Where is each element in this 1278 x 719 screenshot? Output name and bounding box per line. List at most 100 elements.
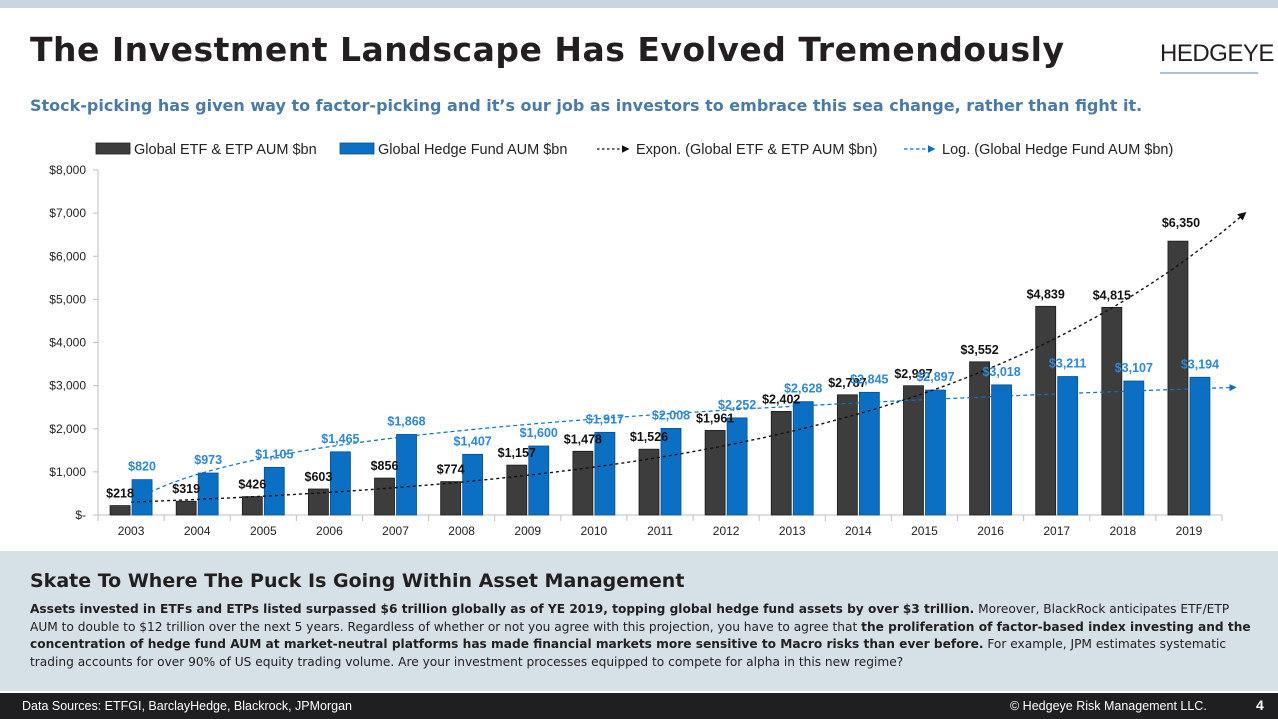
data-label-hf: $1,465 — [321, 432, 359, 446]
bar-etf — [440, 481, 462, 516]
bar-hf — [726, 417, 748, 516]
bar-hf — [263, 466, 285, 516]
panel-bold-1: Assets invested in ETFs and ETPs listed … — [30, 602, 975, 616]
legend-label-etf: Global ETF & ETP AUM $bn — [134, 142, 317, 158]
top-strip — [0, 0, 1278, 8]
legend-label-log: Log. (Global Hedge Fund AUM $bn) — [942, 142, 1173, 158]
data-label-hf: $1,868 — [387, 414, 425, 428]
x-tick-label: 2015 — [911, 524, 938, 538]
x-tick-label: 2012 — [713, 524, 740, 538]
data-label-hf: $820 — [128, 460, 156, 474]
x-tick-label: 2007 — [382, 524, 409, 538]
bar-etf — [241, 496, 263, 516]
bar-hf — [462, 453, 484, 516]
data-label-hf: $2,008 — [652, 408, 690, 422]
bar-hf — [131, 479, 153, 516]
bar-etf — [704, 430, 726, 516]
x-tick-label: 2005 — [250, 524, 277, 538]
data-label-etf: $603 — [305, 470, 333, 484]
legend-label-hf: Global Hedge Fund AUM $bn — [378, 142, 567, 158]
commentary-panel — [0, 551, 1278, 691]
bar-hf — [925, 389, 946, 516]
data-label-hf: $2,897 — [916, 370, 954, 384]
footer-sources: Data Sources: ETFGI, BarclayHedge, Black… — [22, 699, 352, 713]
data-label-hf: $3,018 — [982, 365, 1020, 379]
x-tick-label: 2006 — [316, 524, 343, 538]
bar-hf — [660, 428, 682, 516]
y-tick-label: $2,000 — [49, 422, 86, 436]
bar-etf — [308, 488, 329, 516]
x-tick-label: 2014 — [845, 524, 872, 538]
y-tick-label: $8,000 — [49, 163, 86, 177]
bar-etf — [770, 411, 792, 516]
bar-etf — [572, 450, 594, 516]
panel-heading: Skate To Where The Puck Is Going Within … — [30, 570, 685, 592]
bar-hf — [330, 451, 351, 516]
data-label-hf: $2,628 — [784, 382, 822, 396]
bar-hf — [528, 445, 550, 516]
bar-etf — [1035, 305, 1057, 516]
data-label-hf: $1,600 — [520, 426, 558, 440]
data-label-etf: $774 — [437, 463, 465, 477]
panel-body: Assets invested in ETFs and ETPs listed … — [30, 601, 1255, 671]
panel-bold-2: the proliferation of factor-based index … — [30, 619, 1251, 652]
bar-etf — [1101, 306, 1123, 516]
hedgeye-logo: HEDGEYE — [1160, 40, 1274, 67]
footer-copyright: © Hedgeye Risk Management LLC. — [1010, 699, 1207, 713]
legend-label-expon: Expon. (Global ETF & ETP AUM $bn) — [636, 142, 878, 158]
x-tick-label: 2004 — [184, 524, 211, 538]
bar-hf — [1057, 376, 1079, 516]
bar-etf — [1167, 240, 1189, 516]
y-tick-label: $5,000 — [49, 292, 86, 306]
bar-hf — [1123, 380, 1145, 516]
data-label-etf: $1,478 — [564, 432, 602, 446]
data-label-hf: $2,252 — [718, 398, 756, 412]
x-tick-label: 2010 — [581, 524, 608, 538]
x-tick-label: 2003 — [118, 524, 145, 538]
logo-underline — [1160, 72, 1258, 74]
bar-etf — [374, 477, 395, 516]
data-label-etf: $4,815 — [1093, 288, 1131, 302]
bar-hf — [792, 401, 814, 516]
x-tick-label: 2011 — [647, 524, 673, 538]
panel-text-2: For example, JPM estimates systematic tr… — [30, 637, 1227, 669]
data-label-etf: $6,350 — [1162, 216, 1200, 230]
bar-hf — [858, 391, 880, 516]
data-label-etf: $4,839 — [1027, 287, 1065, 301]
bar-hf — [594, 431, 616, 516]
y-tick-label: $7,000 — [49, 206, 86, 220]
bar-hf — [1189, 376, 1211, 516]
x-tick-label: 2008 — [448, 524, 475, 538]
x-tick-label: 2009 — [514, 524, 541, 538]
data-label-hf: $3,194 — [1181, 357, 1219, 371]
footer-bar — [0, 693, 1278, 719]
bar-etf — [638, 448, 660, 516]
bar-etf — [836, 394, 858, 516]
panel-text-1: Moreover, BlackRock anticipates ETF/ETP … — [30, 602, 1230, 634]
data-label-etf: $2,402 — [762, 392, 800, 406]
x-tick-label: 2016 — [977, 524, 1004, 538]
data-label-etf: $1,157 — [498, 446, 536, 460]
data-label-hf: $3,211 — [1049, 357, 1087, 371]
legend-swatch-etf — [95, 142, 131, 155]
x-tick-label: 2018 — [1109, 524, 1136, 538]
legend-swatch-hf — [339, 142, 375, 155]
bar-hf — [197, 472, 219, 516]
y-tick-label: $3,000 — [49, 379, 86, 393]
data-label-hf: $3,107 — [1115, 361, 1153, 375]
bar-etf — [969, 361, 990, 516]
bar-etf — [903, 385, 924, 516]
page-subtitle: Stock-picking has given way to factor-pi… — [30, 96, 1143, 115]
data-label-hf: $1,105 — [255, 447, 293, 461]
page-number: 4 — [1256, 697, 1264, 713]
data-label-etf: $856 — [371, 459, 399, 473]
data-label-etf: $426 — [238, 478, 266, 492]
bar-etf — [109, 505, 131, 516]
bar-hf — [991, 384, 1012, 516]
trendline-log — [130, 383, 1237, 503]
data-label-etf: $2,997 — [894, 367, 932, 381]
trendline-expon — [131, 212, 1247, 503]
data-label-etf: $1,526 — [630, 430, 668, 444]
y-tick-label: $1,000 — [49, 465, 86, 479]
y-tick-label: $4,000 — [49, 336, 86, 350]
